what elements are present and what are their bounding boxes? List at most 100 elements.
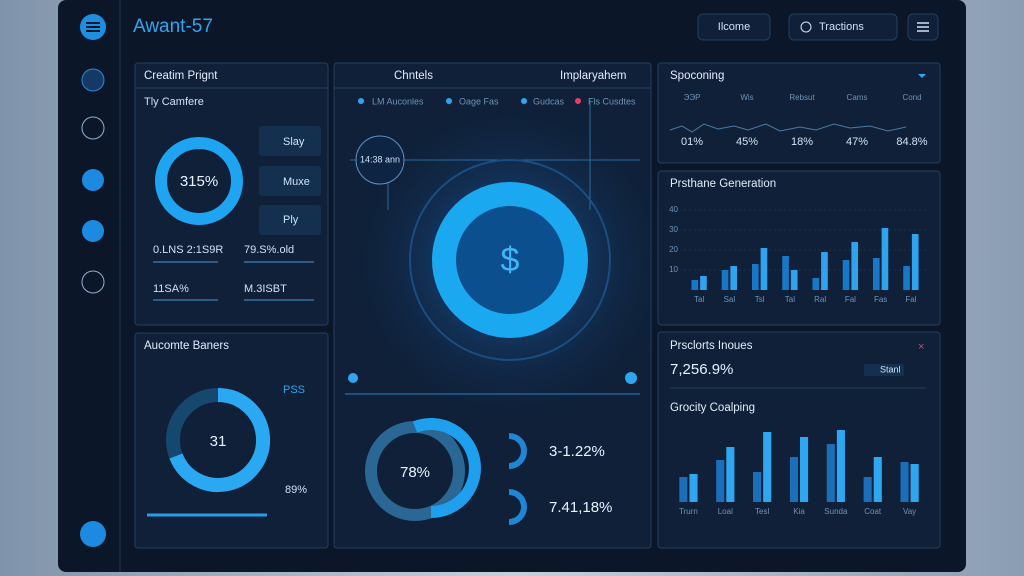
side-label: PSS: [283, 384, 305, 396]
panel-title: Prsclorts Inoues: [670, 340, 753, 352]
donut-arc: [155, 137, 243, 225]
headline-value: 7,256.9%: [670, 361, 733, 378]
panel-title: Aucomte Baners: [144, 340, 229, 352]
audience-panel: [134, 332, 329, 549]
donut-label: 31: [210, 433, 227, 450]
nav-icon[interactable]: [82, 169, 104, 191]
bar: [903, 266, 910, 290]
menu-glyph: [86, 22, 100, 32]
button-icon: [800, 21, 812, 33]
badge-label: Stanl: [880, 364, 901, 374]
option[interactable]: [259, 126, 321, 156]
bar: [842, 260, 850, 290]
bar: [721, 270, 729, 290]
bar: [691, 280, 699, 290]
bar: [716, 460, 725, 502]
percent: 89%: [285, 484, 307, 496]
donut-arc: [169, 388, 271, 492]
stat: 11SA%: [153, 283, 189, 295]
bar: [700, 276, 707, 290]
stat: 79.S%.old: [244, 244, 294, 256]
x-tick-label: Fas: [874, 295, 887, 304]
nav-icon[interactable]: [82, 220, 104, 242]
x-tick-label: Trurn: [679, 507, 698, 516]
option-label: Ply: [283, 214, 299, 226]
column-value: 01%: [681, 136, 703, 148]
bar: [790, 270, 798, 290]
bar: [872, 258, 880, 290]
stat: 7.41,18%: [549, 499, 612, 516]
column-label: ЭЭP: [684, 93, 701, 102]
x-tick-label: Sunda: [824, 507, 848, 516]
halo: [409, 159, 611, 361]
nav-icon[interactable]: [81, 68, 105, 92]
column-label: Wis: [740, 93, 753, 102]
stat: 3-1.22%: [549, 443, 605, 460]
column-label: Cond: [902, 93, 921, 102]
nav-icon[interactable]: [81, 270, 105, 294]
profile-icon[interactable]: [80, 521, 106, 547]
donut-label: 315%: [180, 173, 218, 190]
clock: [355, 135, 405, 185]
column-value: 45%: [736, 136, 758, 148]
bar: [851, 242, 859, 290]
column-value: 18%: [791, 136, 813, 148]
bar: [726, 447, 735, 502]
x-tick-label: Tesl: [755, 507, 769, 516]
column-value: 47%: [846, 136, 868, 148]
app-title: Awant-57: [133, 16, 213, 37]
chart-title: Grocity Coalping: [670, 402, 755, 414]
x-tick-label: Kia: [793, 507, 805, 516]
x-tick-label: Vay: [903, 507, 916, 516]
x-tick-label: Tal: [694, 295, 704, 304]
x-tick-label: Tal: [785, 295, 795, 304]
legend-entry: Fls Cusdtes: [588, 96, 636, 106]
legend-dot: [575, 98, 581, 104]
bar: [782, 256, 789, 290]
mini-gauges: [508, 433, 527, 525]
x-tick-label: Ral: [814, 295, 826, 304]
currency-symbol: $: [501, 241, 520, 279]
sidebar: [80, 14, 106, 547]
panel-subtitle: Tly Camfere: [144, 96, 204, 108]
bar: [910, 464, 919, 502]
y-tick-label: 10: [669, 265, 678, 274]
bar: [911, 234, 919, 290]
option[interactable]: [259, 166, 321, 196]
option[interactable]: [259, 205, 321, 235]
slider-knob[interactable]: [625, 372, 637, 384]
column-label: Cams: [847, 93, 868, 102]
bar: [881, 228, 889, 290]
bar: [900, 462, 909, 502]
slider-knob[interactable]: [348, 373, 358, 383]
stat: 0.LNS 2:1S9R: [153, 244, 223, 256]
option-label: Slay: [283, 136, 305, 148]
button-label: Ilcome: [718, 21, 750, 33]
bar: [789, 457, 798, 502]
nav-icon[interactable]: [81, 116, 105, 140]
bar: [821, 252, 828, 290]
center-ring: [432, 182, 588, 338]
option-label: Muxe: [283, 176, 310, 188]
legend-dot: [521, 98, 527, 104]
badge: [864, 364, 904, 376]
x-tick-label: Sal: [724, 295, 736, 304]
bar: [873, 457, 882, 502]
donut-arc: [412, 418, 481, 518]
bar: [730, 266, 738, 290]
transactions-button[interactable]: [788, 13, 898, 41]
bar: [836, 430, 845, 502]
tab[interactable]: Implaryahem: [560, 70, 626, 82]
bar: [760, 248, 768, 290]
chart-title: Prsthane Generation: [670, 178, 776, 190]
panel-title: Creatim Prignt: [144, 70, 218, 82]
column-value: 84.8%: [896, 136, 927, 148]
stat-bars: [153, 261, 314, 301]
close-icon[interactable]: ×: [918, 341, 924, 353]
tab[interactable]: Chntels: [394, 70, 433, 82]
x-tick-label: Tsl: [755, 295, 765, 304]
x-tick-label: Fal: [845, 295, 856, 304]
dropdown[interactable]: [918, 74, 926, 78]
income-button[interactable]: [697, 13, 771, 41]
